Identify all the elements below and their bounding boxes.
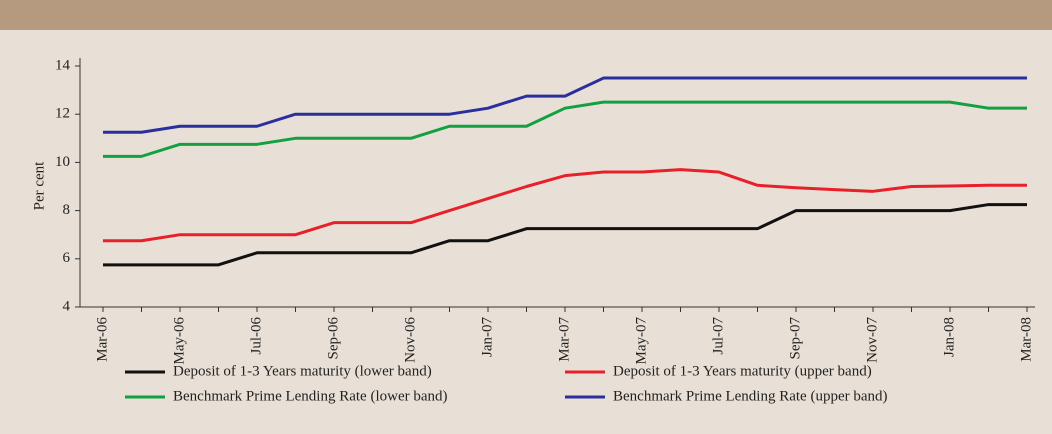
y-tick-label: 8	[63, 202, 71, 218]
x-tick-label: Jan-08	[941, 317, 957, 357]
y-tick-label: 6	[63, 250, 71, 266]
legend-label: Benchmark Prime Lending Rate (upper band…	[613, 388, 888, 404]
series-line	[103, 203, 1027, 267]
series-line	[103, 168, 1027, 243]
x-tick-label: Jan-07	[479, 317, 495, 357]
legend-label: Deposit of 1-3 Years maturity (upper ban…	[613, 363, 872, 379]
header-band	[0, 0, 1052, 30]
x-tick-label: Sep-06	[325, 317, 341, 360]
x-tick-label: Jul-07	[710, 317, 726, 355]
y-axis-label: Per cent	[31, 161, 47, 211]
legend-label: Deposit of 1-3 Years maturity (lower ban…	[173, 363, 432, 379]
y-tick-label: 12	[55, 106, 70, 122]
legend-label: Benchmark Prime Lending Rate (lower band…	[173, 388, 448, 404]
x-tick-label: May-07	[633, 317, 649, 365]
x-tick-label: Sep-07	[787, 317, 803, 360]
x-tick-label: Mar-07	[556, 317, 572, 362]
x-tick-label: Mar-08	[1018, 317, 1034, 362]
x-tick-label: Jul-06	[248, 317, 264, 355]
x-tick-label: Nov-06	[402, 317, 418, 363]
series-line	[103, 100, 1027, 158]
series-line	[103, 76, 1027, 134]
y-tick-label: 4	[63, 298, 71, 314]
x-tick-label: Mar-06	[94, 317, 110, 362]
y-tick-label: 14	[55, 57, 71, 73]
y-tick-label: 10	[55, 154, 70, 170]
x-tick-label: Nov-07	[864, 317, 880, 363]
x-tick-label: May-06	[171, 317, 187, 365]
